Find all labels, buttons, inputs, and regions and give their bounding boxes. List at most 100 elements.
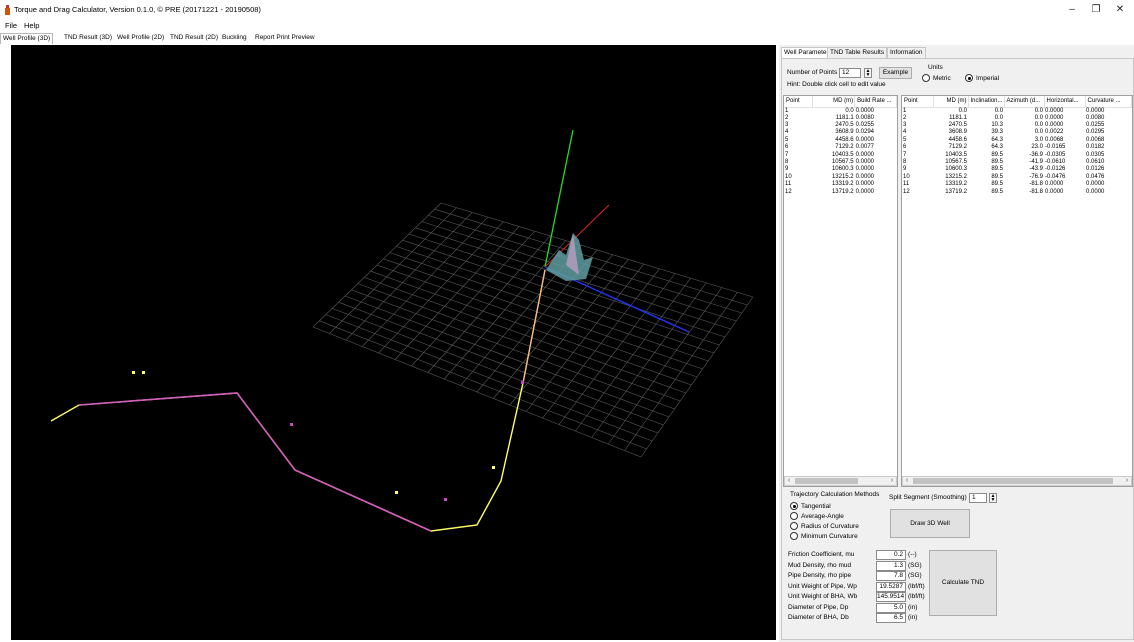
unit-metric-radio[interactable] bbox=[922, 74, 930, 82]
table-cell[interactable]: 10567.5 bbox=[945, 159, 967, 166]
table-cell[interactable]: 13319.2 bbox=[945, 181, 967, 188]
table-cell[interactable]: 0.0000 bbox=[1045, 188, 1064, 195]
table-cell[interactable]: 1181.1 bbox=[949, 114, 967, 121]
method-radius-curvature-radio[interactable] bbox=[790, 522, 798, 530]
well-profile-table[interactable]: Point MD (m) Inclination... Azimuth (d..… bbox=[901, 95, 1133, 487]
table-row[interactable]: 2 1181.1 0.0 0.0 0.0000 0.0080 bbox=[902, 115, 1131, 122]
tab-well-profile-2d[interactable]: Well Profile (2D) bbox=[117, 34, 165, 41]
table-cell[interactable]: 0.0295 bbox=[1086, 129, 1105, 136]
table-cell[interactable]: 3 bbox=[903, 122, 907, 129]
table-cell[interactable]: 10403.5 bbox=[831, 151, 854, 158]
table-cell[interactable]: 0.0000 bbox=[1045, 107, 1064, 114]
table-row[interactable]: 5 4458.6 0.0000 bbox=[784, 137, 897, 144]
table-cell[interactable]: 0.0 bbox=[1034, 129, 1044, 136]
table-cell[interactable]: 0.0000 bbox=[855, 188, 875, 195]
table-cell[interactable]: 0.0022 bbox=[1045, 129, 1064, 136]
split-segment-spinner[interactable]: ▲ ▼ bbox=[989, 493, 997, 503]
unit-imperial-radio[interactable] bbox=[965, 74, 973, 82]
3d-viewport[interactable] bbox=[11, 45, 776, 640]
table-row[interactable]: 4 3608.9 0.0294 bbox=[784, 129, 897, 136]
table-cell[interactable]: 23.0 bbox=[1031, 144, 1044, 151]
table-row[interactable]: 2 1181.1 0.0080 bbox=[784, 115, 897, 122]
table-cell[interactable]: 89.5 bbox=[991, 166, 1004, 173]
table-cell[interactable]: 4 bbox=[903, 129, 907, 136]
table-cell[interactable]: 13215.2 bbox=[945, 173, 967, 180]
table-cell[interactable]: 0.0255 bbox=[1086, 122, 1105, 129]
table-cell[interactable]: 89.5 bbox=[991, 173, 1004, 180]
table-row[interactable]: 5 4458.6 64.3 3.0 0.0068 0.0068 bbox=[902, 137, 1131, 144]
scroll-right-icon[interactable]: › bbox=[1125, 477, 1129, 484]
table-cell[interactable]: 0.0000 bbox=[855, 166, 875, 173]
param-value-input[interactable]: 6.5 bbox=[876, 613, 906, 623]
table-cell[interactable]: -0.0476 bbox=[1045, 173, 1066, 180]
table-cell[interactable]: 10.3 bbox=[991, 122, 1004, 129]
table-cell[interactable]: 2 bbox=[903, 114, 907, 121]
close-button[interactable]: ✕ bbox=[1115, 4, 1125, 15]
table-cell[interactable]: 6 bbox=[903, 144, 907, 151]
build-rate-table[interactable]: Point MD (m) Build Rate ... 1 0.0 0.0000 2 1… bbox=[783, 95, 898, 487]
right-table-scrollbar[interactable]: ‹ › bbox=[902, 476, 1132, 486]
scroll-left-icon[interactable]: ‹ bbox=[787, 477, 791, 484]
table-row[interactable]: 6 7129.2 64.3 23.0 -0.0165 0.0182 bbox=[902, 144, 1131, 151]
maximize-button[interactable]: ❐ bbox=[1091, 4, 1101, 15]
param-value-input[interactable]: 7.8 bbox=[876, 571, 906, 581]
table-cell[interactable]: 1 bbox=[785, 107, 789, 114]
table-cell[interactable]: -0.0610 bbox=[1045, 159, 1066, 166]
col-header-point[interactable]: Point bbox=[902, 96, 934, 108]
table-cell[interactable]: 5 bbox=[903, 136, 907, 143]
table-cell[interactable]: 0.0 bbox=[994, 114, 1004, 121]
table-cell[interactable]: -76.9 bbox=[1029, 173, 1044, 180]
method-tangential-radio[interactable] bbox=[790, 502, 798, 510]
table-cell[interactable]: 0.0126 bbox=[1086, 166, 1105, 173]
table-row[interactable]: 3 2470.5 0.0255 bbox=[784, 122, 897, 129]
table-cell[interactable]: 2470.5 bbox=[948, 122, 967, 129]
table-row[interactable]: 1 0.0 0.0 0.0 0.0000 0.0000 bbox=[902, 107, 1131, 115]
table-cell[interactable]: 10567.5 bbox=[831, 159, 854, 166]
minimize-button[interactable]: – bbox=[1069, 4, 1075, 15]
table-cell[interactable]: 7129.2 bbox=[948, 144, 967, 151]
table-cell[interactable]: 0.0068 bbox=[1045, 136, 1064, 143]
col-header-md[interactable]: MD (m) bbox=[933, 96, 969, 108]
table-cell[interactable]: 1181.1 bbox=[835, 114, 854, 121]
table-cell[interactable]: 6 bbox=[785, 144, 789, 151]
table-cell[interactable]: 11 bbox=[785, 181, 792, 188]
table-row[interactable]: 12 13719.2 89.5 -81.8 0.0000 0.0000 bbox=[902, 188, 1131, 195]
table-cell[interactable]: 10600.3 bbox=[945, 166, 967, 173]
table-row[interactable]: 7 10403.5 89.5 -36.9 -0.0305 0.0305 bbox=[902, 151, 1131, 158]
calculate-tnd-button[interactable]: Calculate TND bbox=[929, 550, 997, 616]
table-row[interactable]: 7 10403.5 0.0000 bbox=[784, 151, 897, 158]
table-cell[interactable]: 13319.2 bbox=[831, 181, 854, 188]
table-cell[interactable]: 0.0000 bbox=[1045, 181, 1064, 188]
table-cell[interactable]: 7 bbox=[903, 151, 907, 158]
menu-file[interactable]: File bbox=[5, 21, 18, 30]
table-cell[interactable]: 11 bbox=[903, 181, 910, 188]
table-row[interactable]: 10 13215.2 0.0000 bbox=[784, 174, 897, 181]
table-row[interactable]: 9 10600.3 0.0000 bbox=[784, 166, 897, 173]
table-row[interactable]: 11 13319.2 89.5 -81.8 0.0000 0.0000 bbox=[902, 181, 1131, 188]
table-cell[interactable]: 0.0000 bbox=[1086, 188, 1105, 195]
table-cell[interactable]: -43.9 bbox=[1029, 166, 1044, 173]
table-cell[interactable]: 0.0000 bbox=[855, 136, 875, 143]
table-cell[interactable]: 9 bbox=[785, 166, 789, 173]
tab-buckling[interactable]: Buckling bbox=[222, 34, 247, 41]
table-cell[interactable]: 1 bbox=[903, 107, 907, 114]
table-cell[interactable]: 4 bbox=[785, 129, 789, 136]
table-cell[interactable]: 3608.9 bbox=[948, 129, 967, 136]
table-row[interactable]: 6 7129.2 0.0077 bbox=[784, 144, 897, 151]
table-cell[interactable]: 8 bbox=[785, 159, 789, 166]
param-value-input[interactable]: 0.2 bbox=[876, 550, 906, 560]
tab-report-print-preview[interactable]: Report Print Preview bbox=[255, 34, 315, 41]
table-cell[interactable]: 0.0000 bbox=[855, 173, 875, 180]
tab-well-profile-3d[interactable]: Well Profile (3D) bbox=[0, 33, 54, 44]
table-cell[interactable]: 64.3 bbox=[991, 144, 1004, 151]
col-header-azimuth[interactable]: Azimuth (d... bbox=[1004, 96, 1045, 108]
table-cell[interactable]: 39.3 bbox=[991, 129, 1004, 136]
example-button[interactable]: Example bbox=[879, 67, 912, 79]
table-cell[interactable]: 89.5 bbox=[991, 159, 1004, 166]
table-cell[interactable]: 10 bbox=[903, 173, 910, 180]
menu-help[interactable]: Help bbox=[24, 21, 40, 30]
table-cell[interactable]: 0.0077 bbox=[855, 144, 875, 151]
split-segment-input[interactable]: 1 bbox=[969, 493, 987, 503]
scrollbar-thumb[interactable] bbox=[913, 478, 1113, 484]
table-cell[interactable]: 4458.6 bbox=[948, 136, 967, 143]
